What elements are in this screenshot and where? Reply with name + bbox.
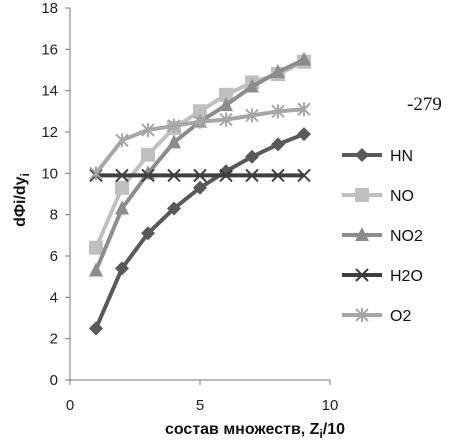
data-point-no2 (245, 78, 259, 93)
legend-label-hn: HN (390, 148, 413, 165)
data-point-h2o (167, 168, 181, 183)
x-tick-label: 10 (322, 397, 339, 414)
data-point-hn (245, 149, 259, 164)
data-point-hn (193, 180, 207, 195)
legend-item-no2: NO2 (342, 227, 423, 245)
legend-marker-o2 (355, 308, 369, 322)
data-point-o2 (89, 166, 103, 181)
series-layer (89, 51, 311, 336)
legend-item-no: NO (342, 188, 414, 205)
legend: HN NO NO2 H2O O2 (342, 148, 423, 325)
series-no (89, 54, 311, 255)
data-point-no2 (219, 97, 233, 112)
legend-marker-no (355, 188, 369, 202)
data-point-h2o (115, 168, 129, 183)
data-point-o2 (271, 104, 285, 119)
y-tick-label: 2 (50, 331, 58, 348)
data-point-o2 (219, 112, 233, 127)
data-point-no2 (271, 64, 285, 79)
series-o2 (89, 102, 311, 181)
data-point-o2 (167, 118, 181, 133)
data-point-hn (141, 226, 155, 241)
y-tick-label: 6 (50, 248, 58, 265)
series-line-hn (94, 132, 305, 330)
data-point-o2 (141, 122, 155, 137)
data-point-h2o (141, 168, 155, 183)
data-point-no2 (89, 262, 103, 277)
y-axis-title: dΦi/dyi (12, 173, 32, 227)
data-point-h2o (271, 168, 285, 183)
y-tick-label: 4 (50, 289, 58, 306)
y-tick-label: 0 (50, 372, 58, 389)
legend-label-no: NO (390, 188, 414, 205)
y-tick-label: 8 (50, 207, 58, 224)
legend-marker-hn (355, 148, 369, 162)
data-point-o2 (193, 114, 207, 129)
data-point-no (89, 240, 103, 255)
x-axis-title: состав множеств, Zi/10 (165, 421, 345, 441)
series-no2 (89, 51, 311, 277)
x-tick-label: 0 (66, 397, 74, 414)
y-tick-label: 14 (41, 83, 58, 100)
y-tick-label: 10 (41, 165, 58, 182)
data-point-h2o (193, 168, 207, 183)
data-point-hn (297, 127, 311, 142)
legend-item-hn: HN (342, 148, 413, 165)
data-point-hn (89, 321, 103, 336)
y-tick-label: 12 (41, 124, 58, 141)
data-point-hn (271, 137, 285, 152)
tick-labels: 0 2 4 6 8 10 12 14 16 18 0 5 10 (41, 0, 338, 414)
data-point-no (141, 147, 155, 162)
data-point-o2 (115, 133, 129, 148)
legend-marker-no2 (355, 227, 369, 241)
y-tick-label: 16 (41, 41, 58, 58)
axes (65, 7, 331, 385)
x-tick-label: 5 (196, 397, 204, 414)
data-point-no2 (167, 134, 181, 149)
legend-label-h2o: H2O (390, 268, 423, 285)
data-point-hn (115, 261, 129, 276)
data-point-hn (167, 201, 181, 216)
data-point-h2o (297, 168, 311, 183)
data-point-no (193, 104, 207, 119)
legend-item-h2o: H2O (342, 268, 423, 285)
data-point-o2 (297, 102, 311, 117)
data-point-h2o (245, 168, 259, 183)
data-point-no (115, 180, 129, 195)
series-hn (89, 127, 311, 336)
data-point-o2 (245, 108, 259, 123)
data-point-h2o (219, 168, 233, 183)
legend-item-o2: O2 (342, 308, 411, 325)
data-point-no (219, 87, 233, 102)
y-tick-label: 18 (41, 0, 58, 17)
data-point-no2 (115, 200, 129, 215)
legend-marker-h2o (355, 268, 369, 282)
series-line-no2 (94, 57, 305, 272)
legend-label-no2: NO2 (390, 228, 423, 245)
series-h2o (89, 168, 311, 183)
legend-label-o2: O2 (390, 308, 411, 325)
data-point-no2 (297, 51, 311, 66)
annotation-label: -279 (407, 94, 442, 115)
series-line-no (94, 59, 305, 249)
